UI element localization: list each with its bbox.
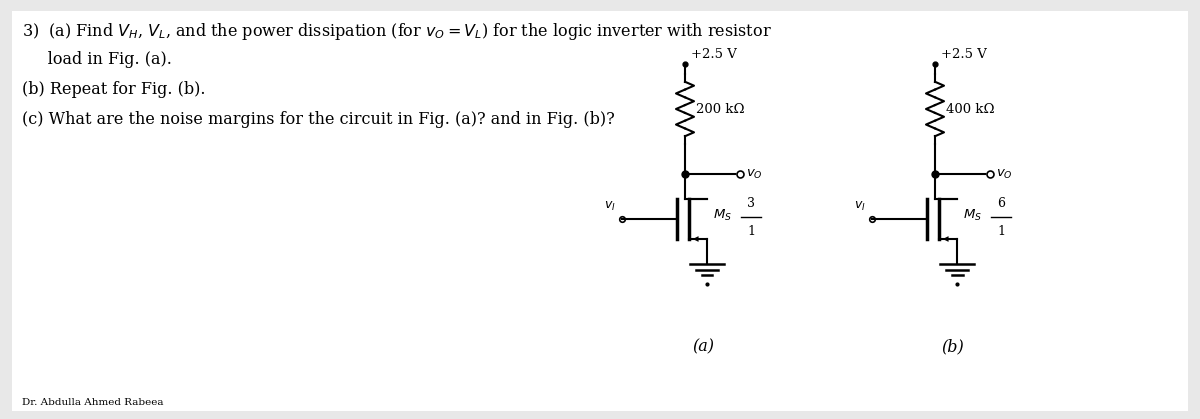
- Text: $v_I$: $v_I$: [854, 200, 866, 213]
- Text: 1: 1: [997, 225, 1006, 238]
- Text: 3)  (a) Find $V_H$, $V_L$, and the power dissipation (for $v_O = V_L$) for the l: 3) (a) Find $V_H$, $V_L$, and the power …: [22, 21, 772, 42]
- Text: load in Fig. (a).: load in Fig. (a).: [22, 51, 172, 68]
- Text: 400 kΩ: 400 kΩ: [946, 103, 995, 116]
- Text: 6: 6: [997, 197, 1006, 210]
- Text: (b): (b): [942, 339, 965, 355]
- Text: (c) What are the noise margins for the circuit in Fig. (a)? and in Fig. (b)?: (c) What are the noise margins for the c…: [22, 111, 614, 128]
- Text: $v_O$: $v_O$: [746, 168, 763, 181]
- Text: 3: 3: [746, 197, 755, 210]
- FancyBboxPatch shape: [12, 11, 1188, 411]
- Text: +2.5 V: +2.5 V: [691, 48, 737, 61]
- Text: (a): (a): [692, 339, 714, 355]
- Text: $M_S$: $M_S$: [713, 207, 732, 222]
- Text: +2.5 V: +2.5 V: [941, 48, 986, 61]
- Text: 200 kΩ: 200 kΩ: [696, 103, 744, 116]
- Text: $v_I$: $v_I$: [605, 200, 616, 213]
- Text: $v_O$: $v_O$: [996, 168, 1013, 181]
- Text: 1: 1: [746, 225, 755, 238]
- Text: Dr. Abdulla Ahmed Rabeea: Dr. Abdulla Ahmed Rabeea: [22, 398, 163, 407]
- Text: (b) Repeat for Fig. (b).: (b) Repeat for Fig. (b).: [22, 81, 205, 98]
- Text: $M_S$: $M_S$: [964, 207, 982, 222]
